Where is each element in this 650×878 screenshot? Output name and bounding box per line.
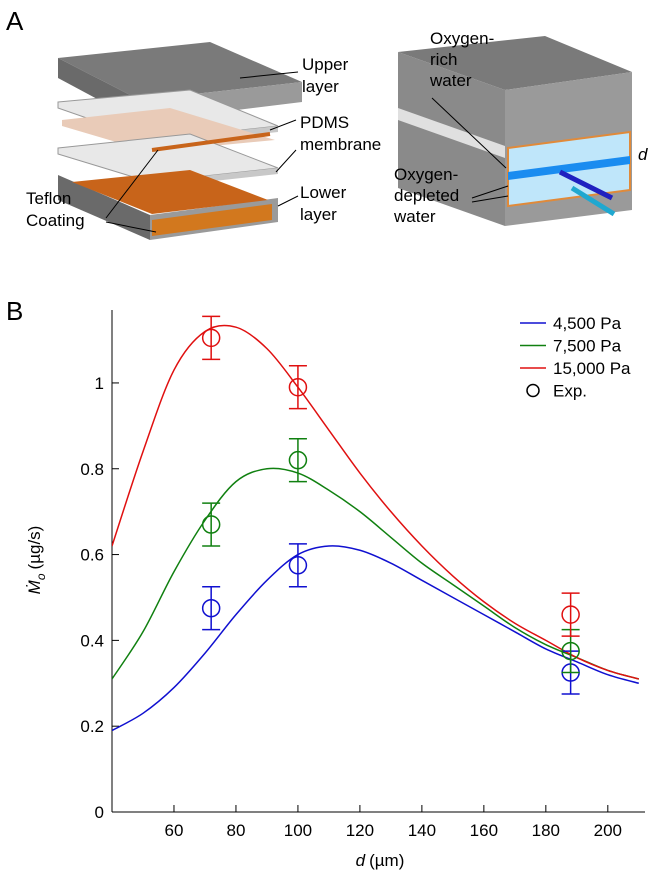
- panel-label: A: [6, 6, 24, 36]
- label: rich: [430, 50, 457, 69]
- legend-label: 7,500 Pa: [553, 337, 622, 356]
- y-subscript: o: [34, 573, 48, 580]
- error-bar: [289, 366, 307, 409]
- x-tick-label: 60: [165, 821, 184, 840]
- y-tick-label: 0.2: [80, 717, 104, 736]
- legend-label: 4,500 Pa: [553, 314, 622, 333]
- x-symbol: d: [356, 851, 366, 870]
- y-unit: (µg/s): [25, 526, 44, 570]
- y-tick-label: 1: [95, 374, 104, 393]
- y-tick-label: 0.8: [80, 460, 104, 479]
- label: layer: [302, 77, 339, 96]
- label: Lower: [300, 183, 347, 202]
- panel-label: B: [6, 296, 23, 326]
- error-bar: [202, 587, 220, 630]
- label: Coating: [26, 211, 85, 230]
- model-curve: [112, 546, 639, 731]
- label: Upper: [302, 55, 349, 74]
- legend-swatch: [527, 385, 539, 397]
- label: Teflon: [26, 189, 71, 208]
- x-tick-label: 140: [408, 821, 436, 840]
- label: layer: [300, 205, 337, 224]
- x-tick-label: 100: [284, 821, 312, 840]
- error-bar: [289, 544, 307, 587]
- leader: [278, 196, 298, 206]
- left-device: Upper layer PDMS membrane Teflon Coating…: [26, 42, 381, 240]
- x-unit: (µm): [369, 851, 404, 870]
- y-symbol: Ṁ: [25, 579, 44, 594]
- label: membrane: [300, 135, 381, 154]
- label: water: [393, 207, 436, 226]
- legend-label: 15,000 Pa: [553, 359, 631, 378]
- figure: A Upper layer PDMS membrane Teflon Coati…: [0, 0, 650, 878]
- legend-label: Exp.: [553, 382, 587, 401]
- label: PDMS: [300, 113, 349, 132]
- error-bar: [202, 503, 220, 546]
- y-tick-label: 0.6: [80, 546, 104, 565]
- model-curve: [112, 468, 639, 679]
- y-tick-label: 0: [95, 803, 104, 822]
- label: water: [429, 71, 472, 90]
- x-axis-label: d(µm): [356, 851, 405, 870]
- x-tick-label: 180: [532, 821, 560, 840]
- y-tick-label: 0.4: [80, 631, 104, 650]
- leader: [276, 150, 296, 172]
- x-tick-label: 200: [594, 821, 622, 840]
- right-device: Oxygen- rich water Oxygen- depleted wate…: [393, 29, 648, 226]
- x-tick-label: 120: [346, 821, 374, 840]
- error-bar: [202, 316, 220, 359]
- model-curve: [112, 325, 639, 679]
- x-tick-label: 80: [226, 821, 245, 840]
- label: d: [638, 145, 648, 164]
- label: depleted: [394, 186, 459, 205]
- x-tick-label: 160: [470, 821, 498, 840]
- y-axis-label: Ṁo (µg/s): [25, 526, 48, 595]
- label: Oxygen-: [430, 29, 494, 48]
- label: Oxygen-: [394, 165, 458, 184]
